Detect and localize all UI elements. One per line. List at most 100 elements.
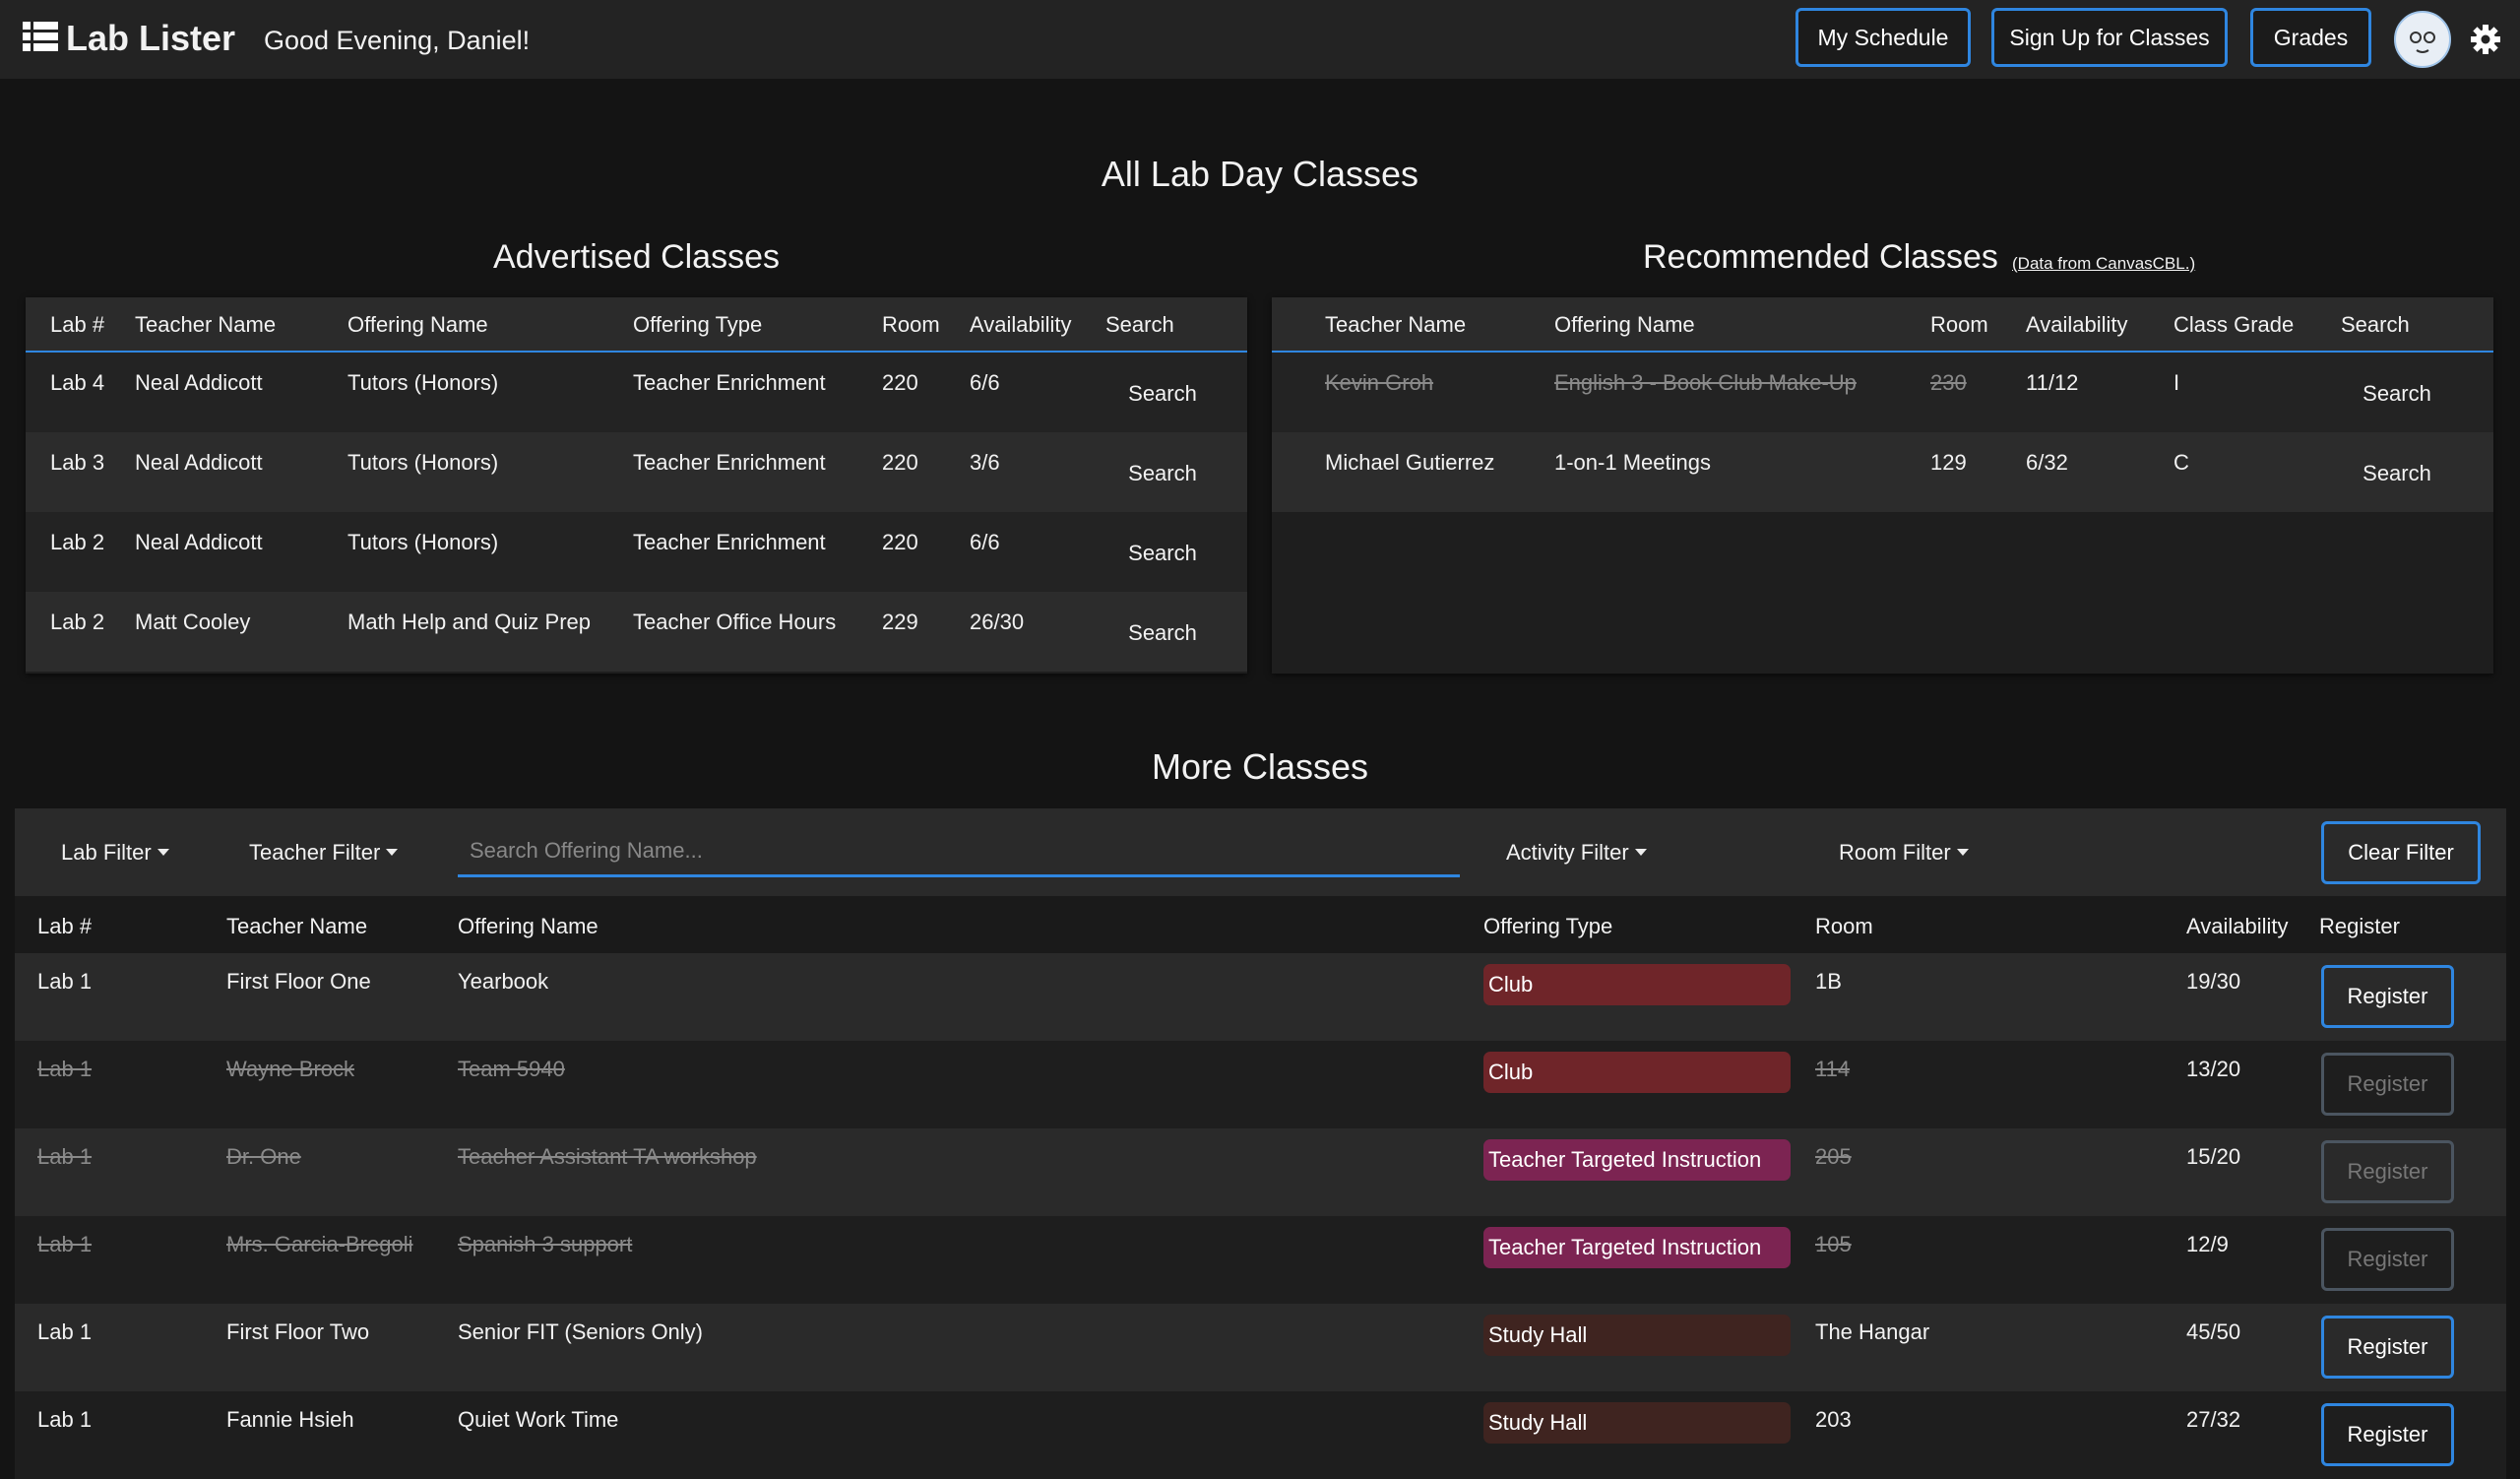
- table-cell: Kevin Groh: [1325, 370, 1434, 395]
- register-button[interactable]: Register: [2321, 965, 2454, 1028]
- search-link[interactable]: Search: [1128, 461, 1197, 485]
- teacher-filter[interactable]: Teacher Filter: [249, 808, 399, 896]
- search-link[interactable]: Search: [1128, 541, 1197, 565]
- table-cell: C: [2174, 450, 2189, 475]
- table-cell: Tutors (Honors): [347, 370, 499, 395]
- table-row: Lab 3 Neal Addicott Tutors (Honors) Teacher…: [26, 432, 1247, 512]
- table-cell: 220: [882, 370, 918, 395]
- table-cell: Neal Addicott: [135, 370, 263, 395]
- table-cell: Lab 1: [37, 1407, 93, 1432]
- logo[interactable]: Lab Lister: [66, 18, 236, 58]
- header-row: Teacher Name Offering Name Room Availabilit…: [1272, 297, 2493, 353]
- register-button[interactable]: Register: [2321, 1403, 2454, 1466]
- column-header: Lab #: [37, 914, 93, 938]
- type-badge: Study Hall: [1483, 1402, 1791, 1444]
- label: Lab Filter: [61, 839, 152, 865]
- table-row: Lab 1 Dr. One Teacher Assistant TA worksho…: [15, 1128, 2506, 1216]
- column-header: Register: [2319, 914, 2400, 938]
- menu-icon[interactable]: [23, 22, 58, 51]
- caret: [1956, 849, 1969, 856]
- table-cell: Quiet Work Time: [458, 1407, 619, 1432]
- greeting: Good Evening, Daniel!: [264, 26, 531, 55]
- table-cell: Dr. One: [226, 1144, 301, 1169]
- column-header: Offering Type: [633, 312, 763, 337]
- settings-icon[interactable]: [2470, 24, 2501, 55]
- type-badge: Teacher Targeted Instruction: [1483, 1139, 1791, 1181]
- search-link[interactable]: Search: [1128, 620, 1197, 645]
- column-header: Availability: [970, 312, 1072, 337]
- table-cell: Lab 3: [50, 450, 105, 475]
- table-cell: Lab 2: [50, 530, 105, 554]
- table-cell: Lab 1: [37, 1232, 93, 1256]
- table-cell: Lab 1: [37, 1057, 93, 1081]
- table-cell: Neal Addicott: [135, 530, 263, 554]
- type-badge: Study Hall: [1483, 1315, 1791, 1356]
- column-header: Teacher Name: [135, 312, 277, 337]
- table-cell: English 3 - Book Club Make-Up: [1554, 370, 1857, 395]
- activity-filter[interactable]: Activity Filter: [1506, 808, 1647, 896]
- column-header: Teacher Name: [226, 914, 368, 938]
- page-title: All Lab Day Classes: [1101, 154, 1419, 194]
- type-badge: Club: [1483, 964, 1791, 1005]
- table-cell: 15/20: [2186, 1144, 2241, 1169]
- table-cell: Matt Cooley: [135, 610, 251, 634]
- table-cell: Wayne Brock: [226, 1057, 355, 1081]
- placeholder: Search Offering Name...: [470, 838, 703, 863]
- table-cell: Mrs. Garcia-Bregoli: [226, 1232, 413, 1256]
- table-cell: 6/32: [2026, 450, 2068, 475]
- table-cell: 45/50: [2186, 1319, 2241, 1344]
- table-cell: 19/30: [2186, 969, 2241, 994]
- table-cell: 3/6: [970, 450, 1000, 475]
- avatar[interactable]: [2394, 11, 2451, 68]
- table-cell: Teacher Enrichment: [633, 450, 826, 475]
- search-link[interactable]: Search: [2362, 461, 2431, 485]
- table-cell: 12/9: [2186, 1232, 2229, 1256]
- more-table: Lab Filter Teacher Filter Search Offerin…: [15, 808, 2506, 1479]
- clear-filter-button[interactable]: Clear Filter: [2321, 821, 2481, 884]
- room-filter[interactable]: Room Filter: [1839, 808, 1969, 896]
- table-cell: Teacher Assistant TA workshop: [458, 1144, 757, 1169]
- table-cell: 27/32: [2186, 1407, 2241, 1432]
- column-header: Teacher Name: [1325, 312, 1467, 337]
- column-header: Search: [1105, 312, 1174, 337]
- table-cell: 220: [882, 450, 918, 475]
- search-input[interactable]: Search Offering Name...: [458, 828, 1460, 877]
- column-header: Room: [882, 312, 940, 337]
- table-cell: 129: [1930, 450, 1967, 475]
- table-row: Lab 1 Fannie Hsieh Quiet Work Time Study Ha…: [15, 1391, 2506, 1479]
- table-cell: Tutors (Honors): [347, 450, 499, 475]
- table-cell: Michael Gutierrez: [1325, 450, 1495, 475]
- column-header: Offering Name: [1554, 312, 1695, 337]
- table-cell: 220: [882, 530, 918, 554]
- table-cell: Lab 1: [37, 1144, 93, 1169]
- caret: [386, 849, 399, 856]
- nav-button[interactable]: My Schedule: [1796, 8, 1971, 67]
- lab-filter[interactable]: Lab Filter: [61, 808, 169, 896]
- column-header: Availability: [2026, 312, 2128, 337]
- register-button[interactable]: Register: [2321, 1316, 2454, 1379]
- column-header: Offering Name: [458, 914, 598, 938]
- header-row: Lab # Teacher Name Offering Name Offering T…: [15, 896, 2506, 953]
- table-row: Lab 2 Matt Cooley Math Help and Quiz Prep T…: [26, 592, 1247, 672]
- table-row: Lab 4 Neal Addicott Tutors (Honors) Teacher…: [26, 353, 1247, 432]
- nav-button[interactable]: Grades: [2250, 8, 2371, 67]
- search-link[interactable]: Search: [1128, 381, 1197, 406]
- table-cell: 205: [1815, 1144, 1852, 1169]
- register-button: Register: [2321, 1053, 2454, 1116]
- type-badge: Club: [1483, 1052, 1791, 1093]
- table-row: Lab 1 First Floor Two Senior FIT (Seniors …: [15, 1304, 2506, 1391]
- nav-button[interactable]: Sign Up for Classes: [1991, 8, 2228, 67]
- table-cell: 230: [1930, 370, 1967, 395]
- table-cell: 114: [1815, 1057, 1851, 1081]
- column-header: Search: [2341, 312, 2410, 337]
- column-header: Class Grade: [2174, 312, 2295, 337]
- section-title: Recommended Classes: [1643, 238, 1998, 276]
- source-link[interactable]: (Data from CanvasCBL.): [2012, 254, 2196, 273]
- search-link[interactable]: Search: [2362, 381, 2431, 406]
- label: Room Filter: [1839, 839, 1951, 865]
- column-header: Offering Type: [1483, 914, 1613, 938]
- table-cell: First Floor One: [226, 969, 371, 994]
- top-bar: Lab Lister Good Evening, Daniel! My Sche…: [0, 0, 2520, 79]
